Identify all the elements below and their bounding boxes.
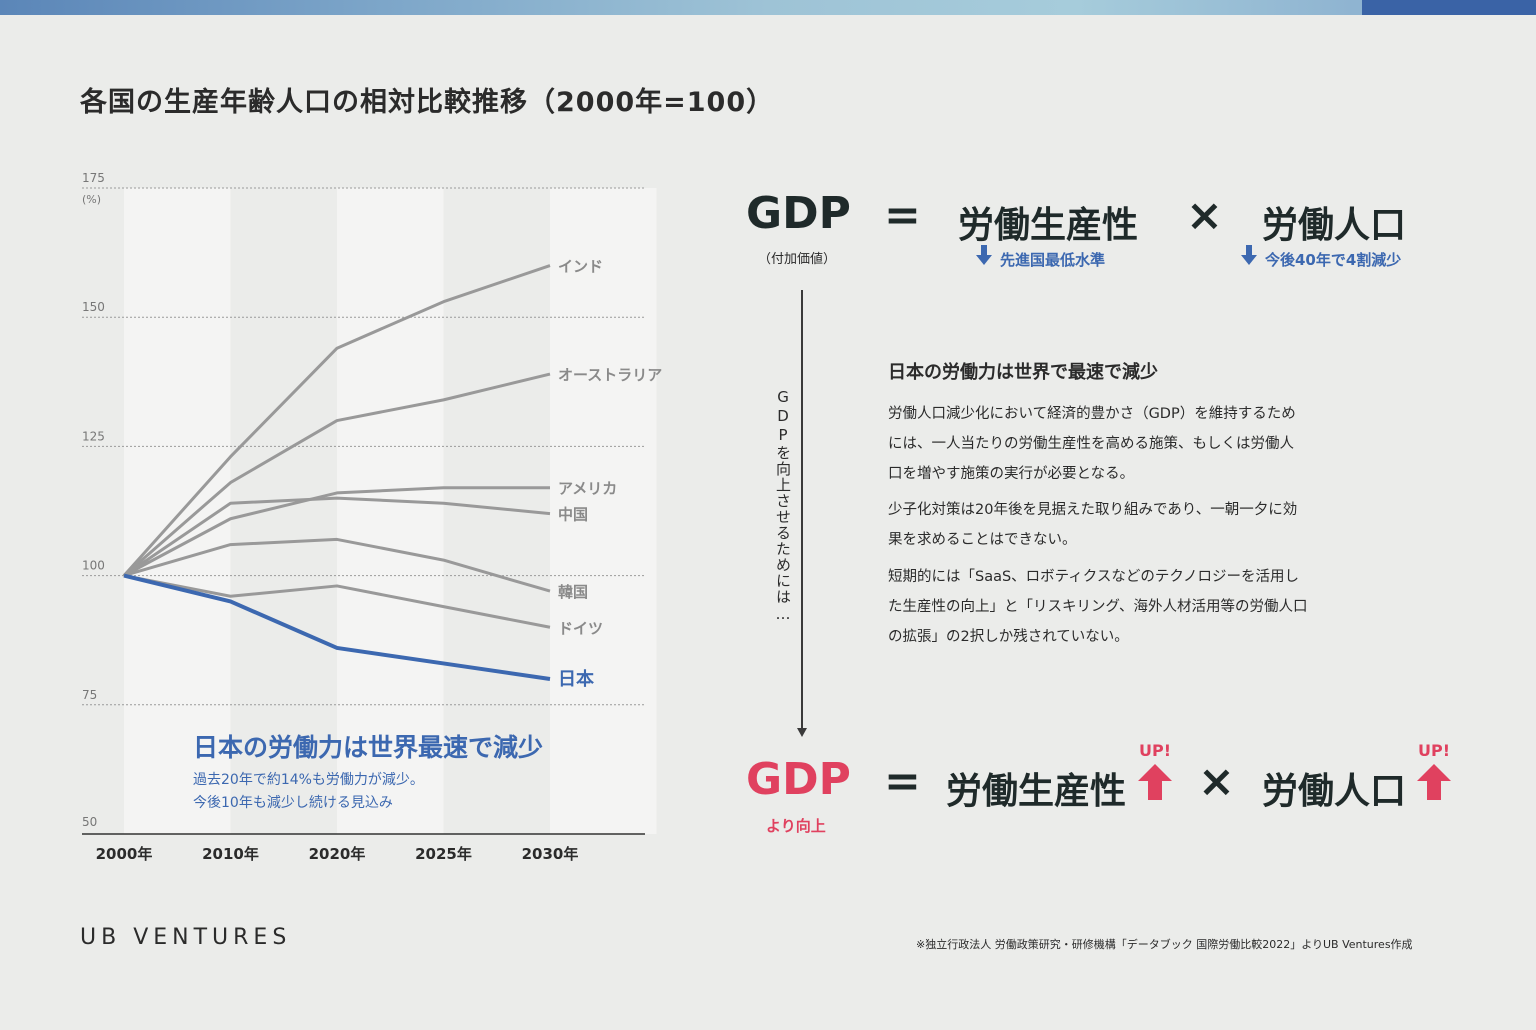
series-label: 日本 (558, 668, 594, 690)
equals-sign-bottom: = (884, 756, 921, 807)
series-label: インド (558, 258, 603, 276)
down-arrow-icon (1241, 245, 1257, 265)
body-paragraph-3: 短期的には「SaaS、ロボティクスなどのテクノロジーを活用した生産性の向上」と「… (888, 569, 1308, 645)
plot-band (550, 188, 657, 834)
term-population-top: 労働人口 (1262, 205, 1407, 246)
note-productivity: 先進国最低水準 (976, 245, 1105, 270)
logo: UB VENTURES (80, 925, 292, 950)
series-line-インド (122, 264, 551, 577)
up-arrow-icon (1417, 764, 1451, 800)
up-label-2: UP! (1418, 741, 1451, 760)
series-line-アメリカ (123, 486, 550, 577)
series-line-中国 (123, 496, 551, 577)
chart-annotation-line-1: 過去20年で約14%も労働力が減少。 (193, 772, 424, 788)
connector-arrow-icon (797, 728, 807, 737)
series-label: ドイツ (558, 619, 603, 637)
top-banner-accent (1362, 0, 1536, 15)
y-tick-label: 125 (82, 429, 105, 443)
connector-line (801, 290, 803, 730)
equals-sign-top: = (884, 190, 921, 241)
x-tick-label: 2030年 (522, 845, 579, 863)
series-label: アメリカ (558, 480, 617, 498)
up-label-1: UP! (1139, 741, 1172, 760)
term-productivity-bottom: 労働生産性 (946, 771, 1127, 812)
y-unit-label: (%) (82, 193, 101, 206)
up-arrow-icon (1138, 764, 1172, 800)
note-population: 今後40年で4割減少 (1241, 245, 1401, 270)
x-tick-label: 2025年 (415, 845, 472, 863)
y-tick-label: 150 (82, 300, 105, 314)
series-line-韓国 (123, 537, 551, 593)
plot-band (230, 188, 337, 834)
series-line-オーストラリア (123, 372, 551, 577)
series-line-ドイツ (123, 574, 551, 629)
body-paragraph-1: 労働人口減少化において経済的豊かさ（GDP）を維持するためには、一人当たりの労働… (888, 406, 1296, 482)
gdp-sub-top: （付加価値） (758, 252, 837, 267)
top-banner (0, 0, 1536, 15)
plot-band (337, 188, 444, 834)
source-footnote: ※独立行政法人 労働政策研究・研修機構「データブック 国際労働比較2022」より… (916, 938, 1413, 951)
x-tick-label: 2000年 (96, 845, 153, 863)
chart-annotation-line-2: 今後10年も減少し続ける見込み (193, 795, 393, 811)
x-tick-label: 2020年 (309, 845, 366, 863)
y-tick-label: 75 (82, 688, 97, 702)
chart-annotation-title: 日本の労働力は世界最速で減少 (193, 733, 544, 762)
y-tick-label: 175 (82, 171, 105, 185)
down-arrow-icon (976, 245, 992, 265)
series-label: 韓国 (558, 583, 588, 601)
gdp-label-bottom: GDP (746, 754, 851, 805)
line-chart: 50 75 100 125 150 175 (%) 2000年 2010年 2020年 2025年 2… (82, 171, 662, 863)
term-productivity-top: 労働生産性 (958, 205, 1139, 246)
y-tick-label: 50 (82, 815, 97, 829)
gdp-label-top: GDP (746, 188, 851, 239)
times-sign-top: × (1186, 190, 1223, 241)
body-paragraph-2: 少子化対策は20年後を見据えた取り組みであり、一朝一夕に効果を求めることはできな… (888, 502, 1298, 548)
body-heading: 日本の労働力は世界で最速で減少 (888, 362, 1158, 383)
connector-caption: GDPを向上させるためには… (771, 388, 792, 624)
series-label: オーストラリア (558, 366, 662, 384)
y-tick-label: 100 (82, 559, 105, 573)
page-title: 各国の生産年齢人口の相対比較推移（2000年=100） (80, 87, 775, 118)
series-line-日本 (123, 573, 551, 681)
series-label: 中国 (558, 506, 588, 524)
plot-band (124, 188, 231, 834)
times-sign-bottom: × (1198, 756, 1235, 807)
term-population-bottom: 労働人口 (1262, 771, 1407, 812)
x-tick-label: 2010年 (202, 845, 259, 863)
gdp-sub-bottom: より向上 (766, 817, 826, 835)
